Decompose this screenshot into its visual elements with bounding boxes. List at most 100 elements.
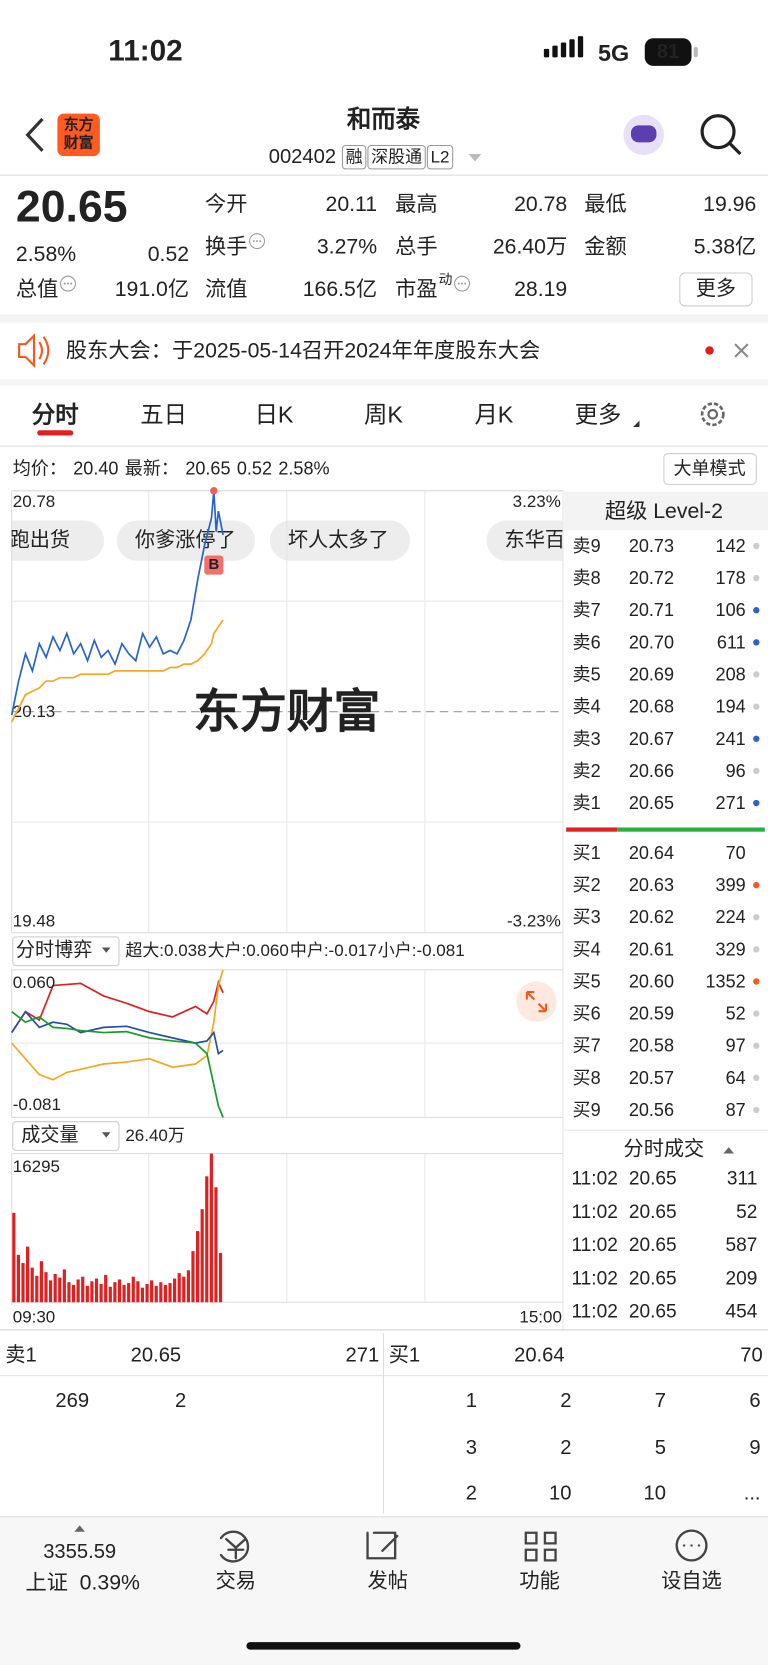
index-pct[interactable]: 0.39% [80, 1571, 140, 1595]
big-order-button-label[interactable]: 大单模式 [673, 458, 745, 478]
back-button[interactable] [25, 117, 44, 152]
nav-icon[interactable] [524, 1531, 557, 1562]
more-button-label[interactable]: 更多 [696, 277, 736, 300]
notice-text[interactable]: 股东大会：于2025-05-14召开2024年年度股东大会 [66, 339, 540, 363]
tag-box [367, 144, 426, 170]
book-label: 卖9 [573, 536, 601, 556]
x-tick-label: 09:30 [13, 1308, 56, 1327]
comment-bubble [486, 520, 563, 561]
tab[interactable]: 五日 [140, 401, 187, 427]
bid-queue-qty: 10 [549, 1482, 571, 1504]
stock-name: 和而泰 [347, 107, 421, 134]
tab[interactable]: 分时 [32, 401, 79, 427]
big-order-button[interactable] [663, 453, 757, 485]
comment-text: 快跑出货 [0, 529, 70, 552]
bid-queue-qty: 2 [466, 1482, 477, 1504]
watermark: 东方财富 [193, 686, 380, 738]
book-dot [753, 1074, 760, 1082]
volume-bar [127, 1283, 131, 1303]
book-qty: 271 [716, 793, 746, 813]
volume-selector[interactable] [12, 1121, 120, 1151]
nav-label[interactable]: 设自选 [661, 1570, 722, 1593]
info-icon[interactable] [249, 233, 266, 250]
nav-icon[interactable] [366, 1531, 399, 1560]
book-qty: 241 [716, 729, 746, 749]
index-value[interactable]: 3355.59 [43, 1541, 116, 1563]
flow-title[interactable]: 分时博弈 [16, 939, 92, 961]
expand-button[interactable] [516, 981, 557, 1022]
tab[interactable]: 更多 [575, 401, 622, 427]
info-icon[interactable] [60, 275, 76, 292]
volume-bar [117, 1279, 122, 1303]
settings-icon[interactable] [700, 402, 725, 427]
info-dot [464, 282, 467, 285]
tab[interactable]: 月K [474, 401, 513, 427]
book-label: 卖5 [573, 664, 601, 684]
volume-bar [16, 1254, 21, 1303]
nav-label[interactable]: 功能 [519, 1570, 559, 1593]
tab[interactable]: 日K [255, 401, 294, 427]
tag-box [341, 144, 367, 170]
book-qty: 399 [716, 875, 746, 895]
book-price: 20.61 [629, 939, 674, 959]
volume-bar [173, 1278, 177, 1303]
book-qty: 96 [726, 761, 746, 781]
volume-total: 26.40万 [125, 1126, 185, 1145]
volume-bar [71, 1284, 76, 1303]
field-value: 19.96 [703, 192, 756, 216]
trade-qty: 52 [736, 1202, 757, 1223]
signal-bar [577, 36, 584, 58]
expand-icon [525, 991, 548, 1013]
nav-icon[interactable] [675, 1529, 708, 1562]
change-pct: 2.58% [16, 242, 76, 266]
more-button[interactable] [679, 272, 753, 307]
book-price: 20.70 [629, 632, 674, 652]
trade-qty: 209 [725, 1268, 757, 1289]
nav-label[interactable]: 发帖 [368, 1570, 408, 1593]
tab-more-arrow [633, 420, 640, 428]
series-line [10, 1010, 224, 1056]
book-price: 20.72 [629, 568, 674, 588]
volume-bar [35, 1275, 39, 1303]
flow-selector[interactable] [12, 936, 120, 967]
bid-queue-qty: 2 [560, 1390, 571, 1412]
battery-level: 81 [657, 41, 679, 63]
series-line [11, 969, 224, 1081]
trade-price: 20.65 [629, 1235, 677, 1256]
volume-bar [205, 1176, 209, 1303]
nav-label[interactable]: 交易 [216, 1570, 256, 1593]
tab[interactable]: 周K [364, 401, 403, 427]
assistant-face [630, 125, 657, 143]
volume-bar [94, 1278, 99, 1303]
book-qty: 70 [726, 843, 746, 863]
volume-bar [21, 1263, 25, 1303]
nav-icon[interactable] [219, 1530, 250, 1563]
stock-tag: 深股通 [371, 148, 422, 167]
comments: 快跑出货 你爹涨停了 坏人太多了 东华百 [0, 520, 563, 561]
y2-tick-label: -3.23% [507, 911, 561, 930]
info-icon[interactable] [454, 275, 471, 292]
field-value: 28.19 [514, 277, 567, 301]
search-icon[interactable] [700, 114, 736, 150]
code-dropdown[interactable] [468, 154, 482, 162]
trade-price: 20.65 [629, 1202, 677, 1223]
trade-time: 11:02 [571, 1202, 617, 1223]
notice-close[interactable] [734, 343, 749, 358]
volume-bar [113, 1282, 117, 1303]
volume-title[interactable]: 成交量 [21, 1124, 78, 1146]
avg-label: 均价： [13, 458, 67, 478]
volume-bar [39, 1261, 43, 1303]
book-dot [753, 978, 760, 985]
book-qty: 1352 [706, 971, 746, 991]
book-label: 买6 [573, 1004, 601, 1024]
bottom-nav [0, 1516, 768, 1665]
info-dot [70, 282, 73, 285]
index-name[interactable]: 上证 [26, 1571, 68, 1595]
volume-bar [99, 1284, 103, 1303]
trade-qty: 454 [725, 1302, 757, 1323]
status-time: 11:02 [108, 34, 182, 67]
book-label: 买9 [573, 1100, 601, 1120]
ask-queue-qty: 269 [55, 1390, 89, 1412]
volume-bar [140, 1287, 145, 1303]
field-label: 换手 [205, 234, 247, 258]
